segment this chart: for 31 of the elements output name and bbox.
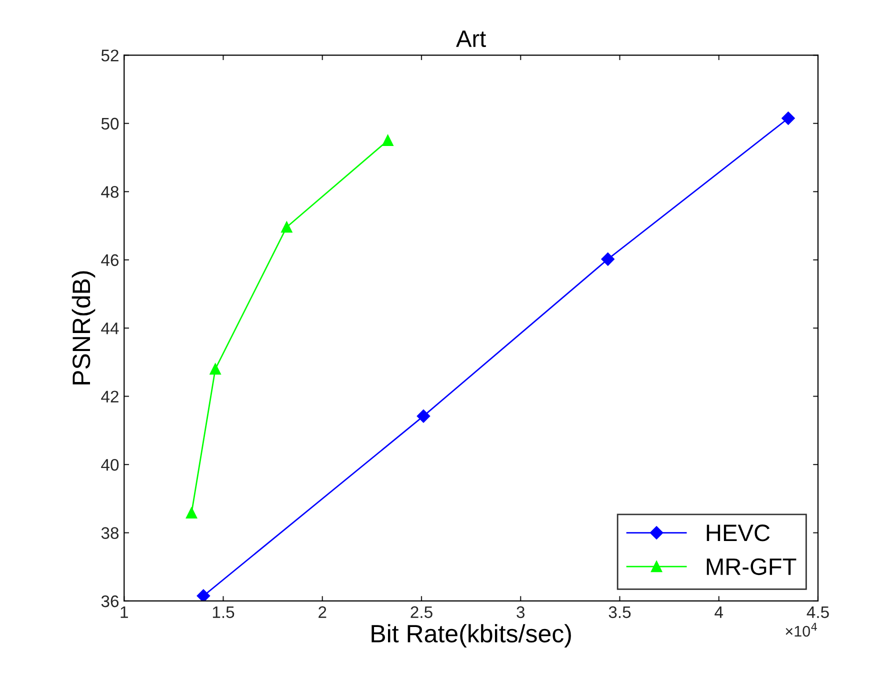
- text: ×10$^{4}$: [786, 622, 817, 637]
- x-tick-label: 1: [120, 606, 128, 618]
- x-tick-label: 2.5: [410, 606, 432, 618]
- point: [186, 507, 198, 519]
- y-tick-label: 52: [101, 50, 118, 62]
- legend-label: HEVC: [706, 524, 770, 542]
- point: [382, 134, 394, 146]
- x-tick-label: 3.5: [608, 606, 631, 618]
- point: [210, 363, 221, 375]
- x-tick-label: 4.5: [806, 606, 829, 618]
- y-tick-label: 50: [101, 118, 119, 130]
- x-tick-label: 4: [714, 606, 724, 618]
- x-tick-label: 1.5: [212, 606, 234, 618]
- point: [196, 589, 210, 601]
- y-tick-label: 46: [101, 254, 119, 266]
- x-tick-label: 2: [318, 606, 326, 618]
- legend-label: MR-GFT: [706, 558, 796, 576]
- point: [281, 222, 292, 233]
- chart-title: Art: [456, 30, 486, 48]
- y-tick-label: 44: [101, 322, 119, 334]
- point: [601, 252, 614, 266]
- x-tick-label: 3: [516, 606, 525, 618]
- y-axis-title: PSNR(dB): [72, 271, 96, 384]
- y-tick-label: 48: [101, 186, 119, 198]
- y-tick-label: 36: [101, 595, 119, 608]
- y-tick-label: 40: [101, 458, 119, 471]
- y-tick-label: 42: [101, 390, 118, 402]
- point: [782, 112, 795, 125]
- x-axis-title: Bit Rate(kbits/sec): [372, 624, 571, 648]
- y-tick-label: 38: [101, 527, 119, 539]
- point: [416, 410, 430, 423]
